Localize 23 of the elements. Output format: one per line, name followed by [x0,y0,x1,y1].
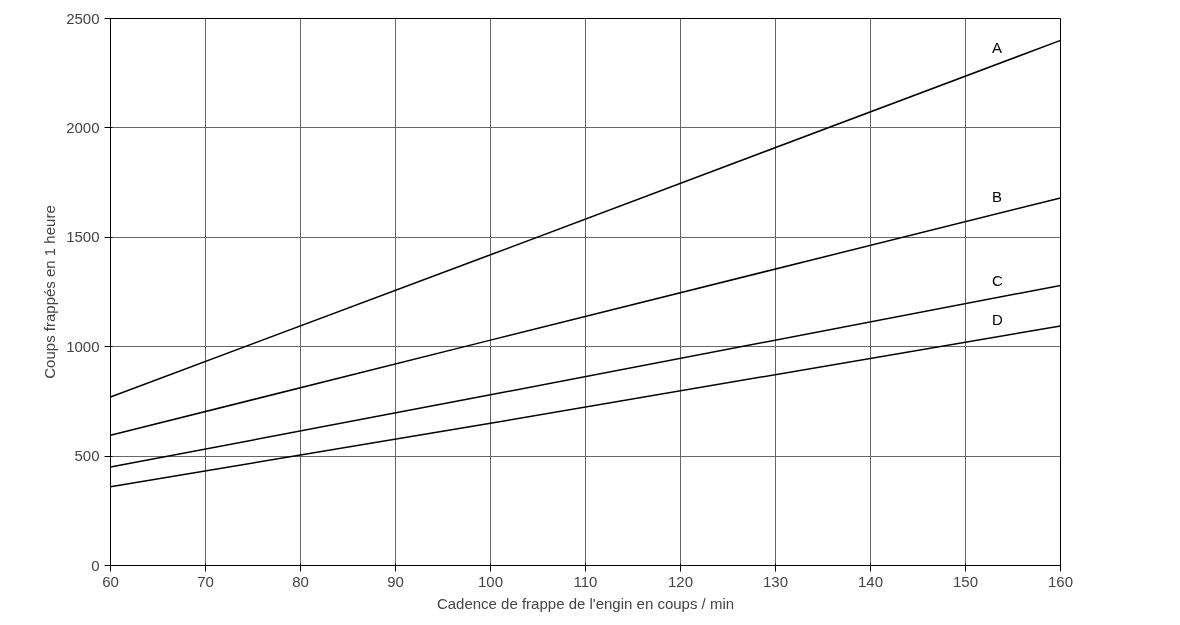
series-label: A [992,39,1003,57]
x-tick-label: 160 [1047,572,1074,590]
x-tick-label: 80 [292,572,309,590]
y-tick-label: 1500 [66,228,100,246]
x-tick-label: 90 [387,572,404,590]
y-tick-label: 500 [74,447,100,465]
series-label: D [992,310,1004,328]
x-tick-label: 60 [102,572,119,590]
x-tick-label: 120 [667,572,694,590]
y-tick-label: 2500 [66,9,100,27]
y-tick-label: 2000 [66,118,100,136]
x-tick-label: 110 [573,572,598,590]
x-tick-label: 100 [477,572,504,590]
x-axis-title: Cadence de frappe de l'engin en coups / min [436,594,735,612]
y-axis-title: Coups frappés en 1 heure [41,205,59,379]
x-tick-label: 140 [857,572,884,590]
y-tick-label: 0 [91,556,100,574]
x-tick-label: 150 [952,572,979,590]
y-tick-label: 1000 [66,337,100,355]
x-tick-label: 70 [197,572,214,590]
x-tick-label: 130 [762,572,789,590]
series-label: B [992,187,1003,205]
series-label: C [992,271,1004,289]
